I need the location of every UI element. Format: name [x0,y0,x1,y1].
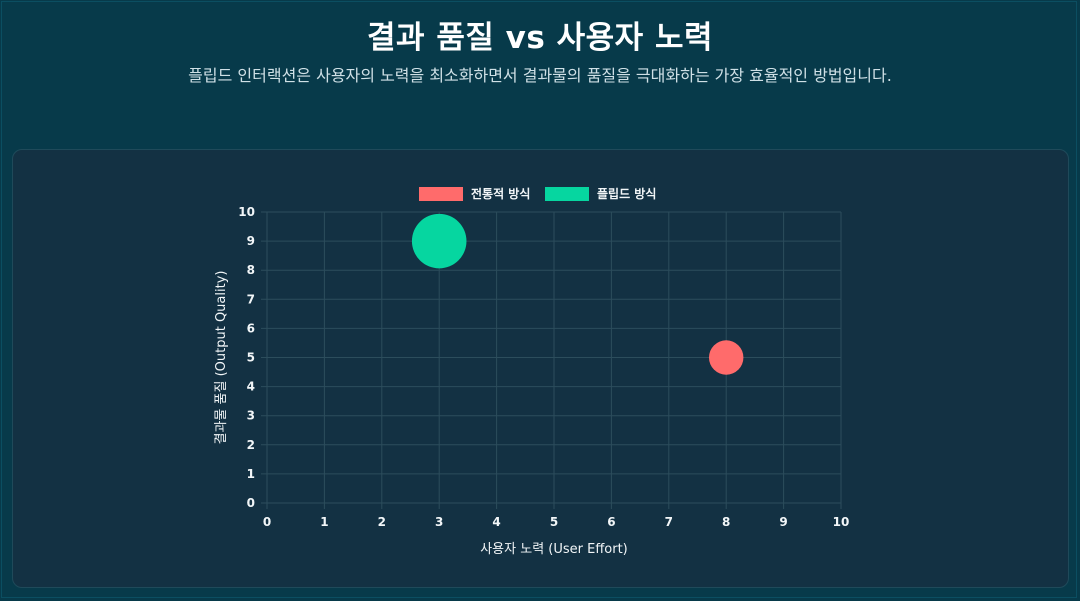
y-axis-title: 결과물 품질 (Output Quality) [214,271,229,445]
chart-legend: 전통적 방식 플립드 방식 [419,186,656,201]
y-tick-label: 3 [247,409,255,423]
y-tick-label: 4 [247,380,255,394]
y-tick-label: 6 [247,321,255,335]
chart-marks [411,213,744,375]
x-tick-label: 3 [435,515,443,529]
bubble-point[interactable] [411,213,467,269]
y-tick-label: 10 [238,205,255,219]
y-tick-label: 0 [247,496,255,510]
x-tick-label: 1 [320,515,328,529]
legend-swatch [419,187,463,201]
x-tick-label: 0 [263,515,271,529]
x-axis-title: 사용자 노력 (User Effort) [480,542,628,557]
legend-item[interactable]: 플립드 방식 [545,186,656,201]
x-tick-label: 6 [607,515,615,529]
legend-swatch [545,187,589,201]
legend-label: 전통적 방식 [471,186,530,201]
chart-panel [12,149,1069,588]
legend-label: 플립드 방식 [597,186,656,201]
y-tick-label: 9 [247,234,255,248]
chart-grid [261,211,842,509]
y-tick-label: 7 [247,292,255,306]
x-tick-label: 8 [722,515,730,529]
x-tick-label: 10 [833,515,850,529]
legend-item[interactable]: 전통적 방식 [419,186,530,201]
x-tick-label: 2 [378,515,386,529]
x-axis-ticks: 0 1 2 3 4 5 6 7 8 9 10 [263,515,850,529]
y-tick-label: 8 [247,263,255,277]
page-subtitle: 플립드 인터랙션은 사용자의 노력을 최소화하면서 결과물의 품질을 극대화하는… [188,66,892,85]
y-axis-ticks: 0 1 2 3 4 5 6 7 8 9 10 [238,205,255,510]
x-tick-label: 4 [492,515,500,529]
x-tick-label: 9 [779,515,787,529]
x-tick-label: 5 [550,515,558,529]
page-title: 결과 품질 vs 사용자 노력 [366,20,713,56]
y-tick-label: 2 [247,438,255,452]
y-tick-label: 5 [247,351,255,365]
bubble-point[interactable] [708,340,744,375]
y-tick-label: 1 [247,467,255,481]
x-tick-label: 7 [665,515,673,529]
